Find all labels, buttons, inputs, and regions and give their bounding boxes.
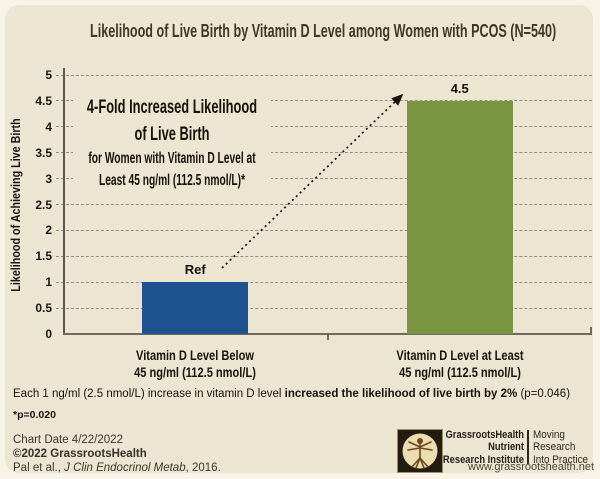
- citation-journal: J Clin Endocrinol Metab: [64, 461, 186, 474]
- y-tick-label: 4.5: [35, 93, 52, 108]
- logo-org-line: Nutrient: [488, 441, 524, 454]
- bar-value-label: Ref: [184, 262, 206, 278]
- citation: Pal et al., J Clin Endocrinol Metab, 201…: [13, 462, 221, 476]
- logo-org-line: GrassrootsHealth: [445, 429, 524, 441]
- y-tick-label: 0.5: [35, 301, 52, 316]
- logo-tagline: Moving Research Into Practice: [533, 429, 588, 466]
- credits-block: Chart Date 4/22/2022 ©2022 GrassrootsHea…: [13, 434, 221, 475]
- footnote-suffix: (p=0.046): [517, 388, 571, 400]
- logo-tagline-line: Moving: [533, 429, 565, 441]
- y-tick-label: 1.5: [35, 249, 52, 264]
- y-tick-label: 3: [45, 171, 52, 186]
- bar: [142, 282, 249, 334]
- annotation-line: for Women with Vitamin D Level at: [88, 150, 256, 167]
- chart-title: Likelihood of Live Birth by Vitamin D Le…: [90, 21, 557, 41]
- bar-value-label: 4.5: [450, 80, 469, 96]
- citation-year: , 2016.: [185, 461, 221, 474]
- footnote-text: Each 1 ng/ml (2.5 nmol/L) increase in vi…: [13, 388, 595, 400]
- x-category-line: 45 ng/ml (112.5 nmol/L): [134, 365, 257, 380]
- y-tick-label: 3.5: [35, 145, 52, 160]
- y-axis-spine: [63, 68, 65, 335]
- annotation-line: of Live Birth: [134, 123, 210, 145]
- pvalue-note: *p=0.020: [13, 409, 56, 421]
- bar: [406, 100, 513, 334]
- annotation-callout: 4-Fold Increased Likelihood of Live Birt…: [72, 92, 271, 196]
- chart-date: Chart Date 4/22/2022: [13, 434, 123, 446]
- y-tick-label: 2.5: [35, 197, 52, 212]
- x-axis-tick: [327, 335, 329, 340]
- x-category-line: Vitamin D Level Below: [136, 348, 255, 363]
- annotation-line: Least 45 ng/ml (112.5 nmol/L)*: [98, 172, 246, 189]
- logo-tagline-line: Into Practice: [533, 453, 589, 466]
- y-tick-label: 2: [45, 223, 52, 238]
- footnote-prefix: Each 1 ng/ml (2.5 nmol/L) increase in vi…: [13, 388, 285, 400]
- x-axis-line: [63, 333, 592, 335]
- gridline: [56, 307, 592, 309]
- logo-divider: [527, 430, 529, 464]
- copyright: ©2022 GrassrootsHealth: [13, 447, 147, 460]
- x-category-label: Vitamin D Level Below 45 ng/ml (112.5 nmo…: [105, 347, 285, 381]
- citation-authors: Pal et al.,: [13, 461, 65, 474]
- logo-tagline-line: Research: [533, 441, 576, 454]
- logo-org-line: Research Institute: [442, 453, 524, 466]
- website-url: www.grassrootshealth.net: [468, 461, 594, 473]
- x-category-label: Vitamin D Level at Least 45 ng/ml (112.5 …: [370, 347, 550, 381]
- y-tick-label: 5: [45, 68, 52, 82]
- vitruvian-man-icon: [397, 429, 443, 473]
- y-tick-label: 0: [45, 327, 52, 341]
- y-tick-label: 1: [45, 275, 52, 290]
- x-category-line: Vitamin D Level at Least: [396, 348, 524, 363]
- gridline: [56, 74, 592, 76]
- y-tick-label: 4: [45, 119, 52, 134]
- x-category-line: 45 ng/ml (112.5 nmol/L): [398, 365, 521, 380]
- footnote-bold: increased the likelihood of live birth b…: [284, 388, 518, 400]
- x-axis-tick: [590, 327, 592, 333]
- logo-org-name: GrassrootsHealth Nutrient Research Insti…: [431, 429, 524, 466]
- gridline: [56, 281, 592, 283]
- annotation-line: 4-Fold Increased Likelihood: [86, 96, 258, 118]
